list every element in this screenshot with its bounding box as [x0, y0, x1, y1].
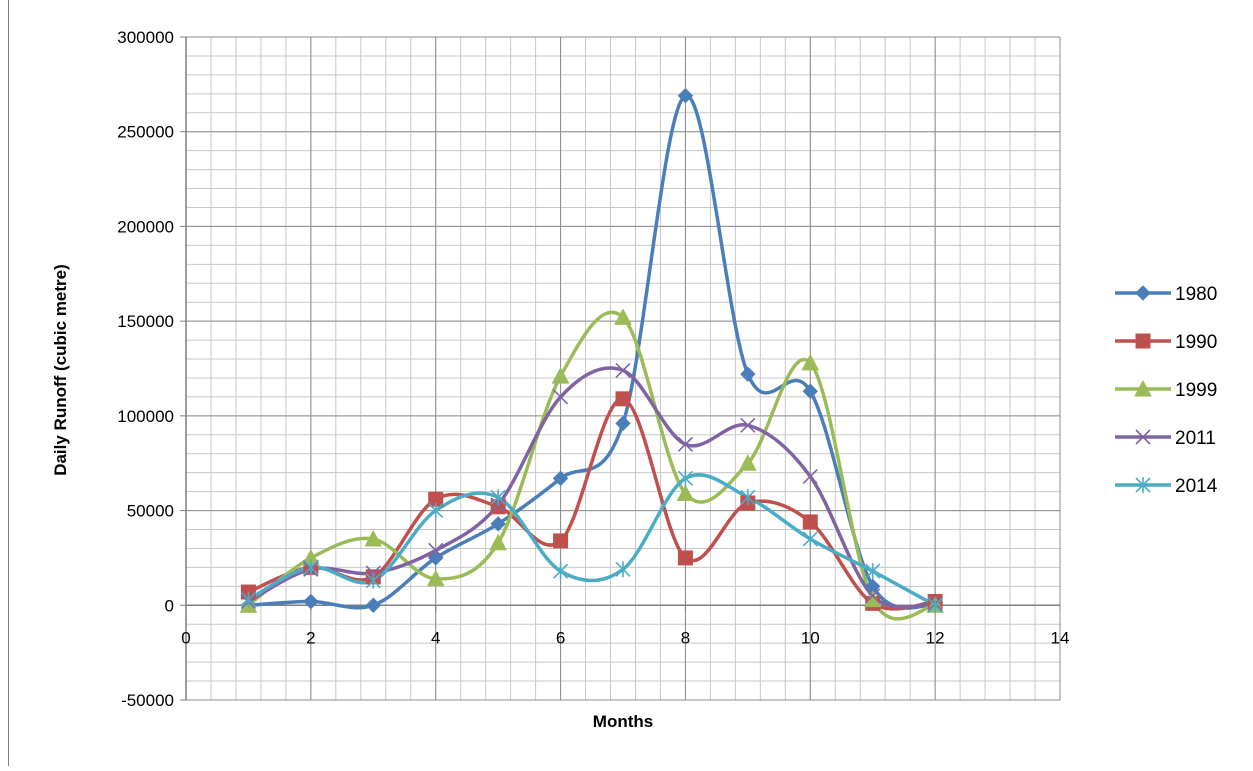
data-point-2014	[428, 502, 444, 519]
data-point-2014	[490, 489, 506, 506]
marker-stroke	[428, 542, 444, 558]
x-tick-label: 14	[1051, 628, 1070, 647]
y-tick-label: 200000	[117, 217, 174, 236]
legend-swatch-marker	[1135, 477, 1151, 493]
data-point-2014	[615, 561, 631, 578]
legend-swatch-marker	[1135, 429, 1151, 445]
legend-item-1999: 1999	[1115, 379, 1217, 401]
marker-stroke	[677, 436, 693, 452]
data-point-1980	[802, 383, 818, 399]
marker-stroke	[615, 362, 631, 378]
marker-stroke	[802, 468, 818, 485]
data-point-1999	[551, 367, 570, 384]
legend-label: 1999	[1175, 380, 1217, 401]
data-point-1999	[801, 353, 820, 371]
data-point-1980	[303, 593, 319, 610]
legend-item-2014: 2014	[1115, 476, 1218, 497]
data-point-2011	[677, 436, 693, 452]
legend-label: 2014	[1175, 476, 1218, 497]
legend-item-2011: 2011	[1115, 428, 1216, 449]
legend-item-1980: 1980	[1115, 284, 1217, 305]
legend-label: 1990	[1175, 332, 1217, 353]
legend-swatch-marker	[1134, 379, 1152, 397]
data-point-2011	[740, 417, 756, 433]
data-point-2011	[802, 468, 818, 485]
data-point-2011	[428, 542, 444, 558]
marker-stroke	[553, 389, 569, 405]
data-point-1980	[677, 88, 694, 104]
data-point-1999	[489, 533, 507, 551]
x-axis-label: Months	[593, 712, 653, 731]
legend-item-1990: 1990	[1115, 332, 1217, 353]
y-tick-label: 150000	[117, 312, 174, 331]
data-point-2014	[553, 563, 569, 580]
series-lines	[247, 93, 936, 621]
data-point-2014	[865, 563, 881, 580]
legend-label: 1980	[1175, 284, 1217, 305]
data-point-1990	[615, 391, 631, 407]
x-tick-label: 4	[431, 628, 440, 647]
legend-label: 2011	[1175, 428, 1216, 449]
data-point-1999	[676, 484, 695, 502]
x-tick-label: 12	[926, 628, 945, 647]
series-line-1980	[248, 93, 936, 610]
y-tick-label: 50000	[127, 502, 174, 521]
data-point-1990	[802, 514, 818, 530]
data-point-1999	[426, 569, 445, 587]
data-point-1980	[490, 516, 506, 532]
marker-stroke	[865, 588, 881, 604]
data-point-1980	[740, 366, 756, 382]
data-point-1999	[364, 529, 383, 547]
left-border	[8, 0, 9, 766]
y-tick-label: 100000	[117, 407, 174, 426]
x-tick-labels: 0 2 4 6 8 10 12 14	[181, 628, 1069, 647]
data-point-2014	[303, 559, 319, 576]
y-tick-labels: -50000 0 50000 100000 150000 200000 250000 3000…	[117, 28, 174, 710]
legend-swatch-marker	[1135, 285, 1151, 301]
data-point-2011	[615, 362, 631, 378]
data-point-2014	[927, 597, 943, 614]
data-point-1990	[553, 533, 569, 549]
x-tick-label: 2	[306, 628, 315, 647]
data-point-2014	[740, 489, 756, 506]
data-point-2014	[677, 470, 693, 487]
series-markers	[239, 88, 944, 614]
data-point-1980	[552, 470, 569, 487]
data-point-2014	[802, 530, 818, 547]
data-point-1980	[365, 597, 381, 613]
data-point-2014	[365, 572, 381, 589]
marker-stroke	[740, 417, 756, 433]
x-tick-label: 8	[681, 628, 690, 647]
y-tick-label: 0	[165, 596, 174, 615]
marker-stroke	[1135, 429, 1151, 445]
y-tick-label: 250000	[117, 123, 174, 142]
data-point-2014	[240, 591, 256, 608]
series-line-2011	[247, 366, 936, 610]
data-point-1999	[614, 308, 632, 325]
data-point-1990	[677, 550, 693, 566]
y-axis-label: Daily Runoff (cubic metre)	[51, 264, 70, 476]
legend: 1980 1990 1999 2011 2014	[1115, 284, 1218, 497]
data-point-1999	[739, 454, 757, 471]
data-point-2011	[865, 588, 881, 604]
data-point-1980	[615, 415, 631, 432]
legend-swatch-marker	[1135, 333, 1151, 349]
x-tick-label: 10	[801, 628, 820, 647]
y-tick-label: -50000	[121, 691, 174, 710]
data-point-2011	[553, 389, 569, 405]
x-tick-label: 6	[556, 628, 565, 647]
y-tick-label: 300000	[117, 28, 174, 47]
x-tick-label: 0	[181, 628, 190, 647]
